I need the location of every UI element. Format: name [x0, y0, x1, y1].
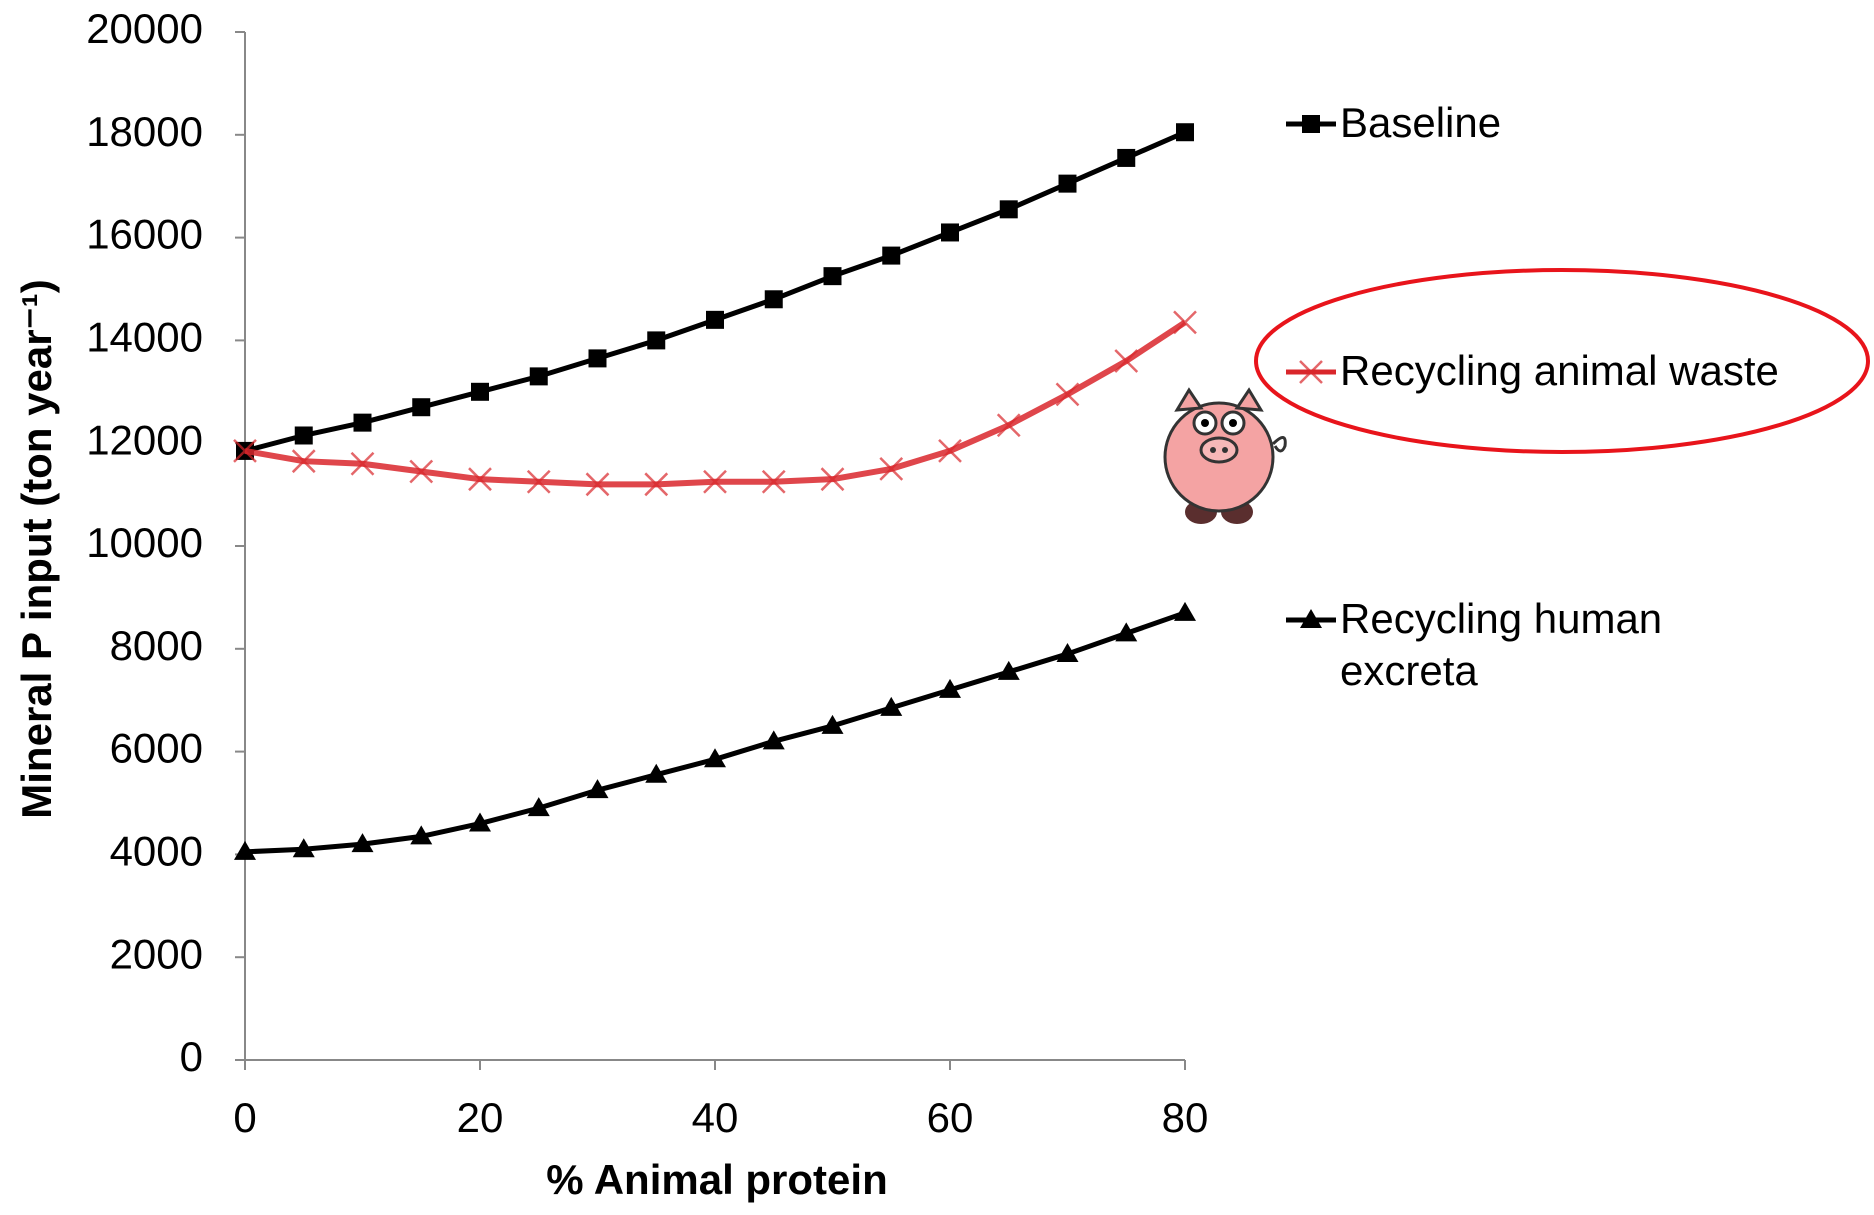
marker — [1302, 115, 1320, 133]
marker — [412, 398, 430, 416]
marker — [882, 247, 900, 265]
marker — [1174, 311, 1196, 333]
y-tick-label: 4000 — [110, 827, 203, 874]
marker — [941, 223, 959, 241]
y-tick-label: 0 — [180, 1033, 203, 1080]
legend-item: Recycling human excreta — [1280, 593, 1720, 697]
y-tick-label: 2000 — [110, 930, 203, 977]
pig-icon — [1165, 390, 1285, 524]
x-tick-label: 80 — [1162, 1094, 1209, 1141]
marker — [1059, 175, 1077, 193]
y-axis-label: Mineral P input (ton year⁻¹) — [13, 279, 60, 818]
marker — [1117, 149, 1135, 167]
marker — [824, 267, 842, 285]
x-axis-label: % Animal protein — [546, 1156, 887, 1203]
legend-marker — [1280, 99, 1340, 149]
marker — [471, 383, 489, 401]
y-tick-label: 16000 — [86, 211, 203, 258]
marker — [530, 367, 548, 385]
legend-label: Recycling human excreta — [1340, 593, 1720, 697]
x-tick-label: 40 — [692, 1094, 739, 1141]
legend-marker — [1280, 595, 1340, 645]
legend-label: Baseline — [1340, 97, 1501, 149]
series-line — [245, 322, 1185, 484]
y-tick-label: 6000 — [110, 725, 203, 772]
marker — [1115, 350, 1137, 372]
marker — [1000, 200, 1018, 218]
y-tick-label: 20000 — [86, 5, 203, 52]
marker — [765, 290, 783, 308]
marker — [295, 426, 313, 444]
marker — [1057, 383, 1079, 405]
marker — [589, 349, 607, 367]
page: Mineral P input (ton year⁻¹) % Animal pr… — [0, 0, 1874, 1215]
marker — [1176, 123, 1194, 141]
marker — [1174, 602, 1196, 621]
marker — [998, 414, 1020, 436]
series-line — [245, 613, 1185, 852]
legend-item: Baseline — [1280, 97, 1501, 149]
marker — [354, 414, 372, 432]
y-tick-label: 8000 — [110, 622, 203, 669]
y-tick-label: 10000 — [86, 519, 203, 566]
series-line — [245, 132, 1185, 451]
marker — [706, 311, 724, 329]
x-tick-label: 0 — [233, 1094, 256, 1141]
legend-item: Recycling animal waste — [1280, 345, 1779, 397]
x-tick-label: 20 — [457, 1094, 504, 1141]
y-tick-label: 12000 — [86, 416, 203, 463]
y-tick-label: 14000 — [86, 313, 203, 360]
x-tick-label: 60 — [927, 1094, 974, 1141]
marker — [647, 331, 665, 349]
legend-marker — [1280, 347, 1340, 397]
y-tick-label: 18000 — [86, 108, 203, 155]
legend-label: Recycling animal waste — [1340, 345, 1779, 397]
